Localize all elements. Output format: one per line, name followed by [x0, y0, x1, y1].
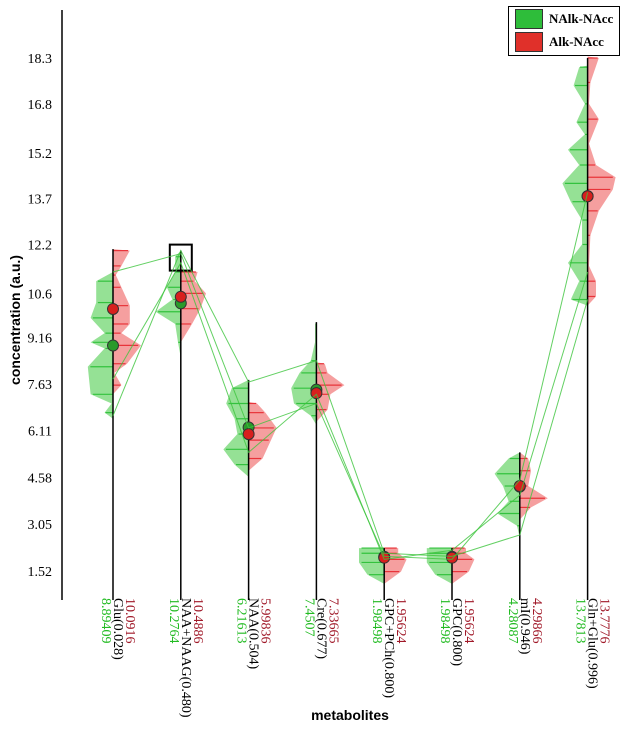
- red-mean-label: 4.29866: [529, 598, 544, 644]
- y-tick-label: 12.2: [28, 238, 53, 253]
- red-mean-marker: [107, 302, 119, 315]
- y-axis-label: concentration (a.u.): [7, 255, 23, 385]
- red-mean-label: 10.0916: [122, 598, 137, 644]
- y-tick-label: 10.6: [28, 287, 53, 302]
- sample-trajectory: [112, 249, 589, 557]
- red-mean-marker: [174, 290, 187, 303]
- red-mean-label: 1.95624: [461, 598, 476, 644]
- metabolite-label: NAA+NAAG(0.480): [178, 598, 193, 718]
- red-mean-marker: [310, 387, 323, 400]
- green-density-half: [155, 250, 181, 358]
- metabolite-label: mI(0.946): [517, 598, 532, 655]
- y-tick-label: 18.3: [28, 52, 53, 67]
- green-mean-label: 6.21613: [234, 598, 249, 644]
- green-density-half: [291, 322, 317, 425]
- red-mean-marker: [242, 428, 255, 441]
- green-mean-label: 13.7813: [573, 598, 588, 644]
- y-tick-label: 7.63: [28, 378, 53, 393]
- red-density-half: [248, 401, 277, 471]
- red-mean-label: 7.33665: [325, 598, 340, 644]
- green-mean-label: 4.28087: [505, 598, 520, 644]
- y-tick-label: 3.05: [28, 518, 53, 533]
- y-tick-label: 15.2: [28, 147, 53, 162]
- green-density-half: [223, 379, 249, 477]
- legend: NAlk-NAcc Alk-NAcc: [508, 6, 620, 56]
- red-mean-label: 10.4886: [190, 598, 205, 644]
- green-mean-label: 1.98498: [369, 598, 384, 644]
- red-density-half: [113, 249, 141, 395]
- red-density-half: [316, 362, 345, 422]
- red-mean-marker: [581, 190, 594, 203]
- y-tick-label: 16.8: [28, 98, 53, 113]
- metabolite-label: GPC+PCh(0.800): [381, 598, 396, 698]
- legend-swatch-red: [515, 31, 543, 52]
- green-mean-label: 7.4507: [301, 598, 316, 637]
- green-mean-label: 8.89409: [98, 598, 113, 644]
- metabolite-label: Gln+Glu(0.996): [585, 598, 600, 689]
- green-density-half: [562, 65, 588, 306]
- legend-item-alk: Alk-NAcc: [509, 30, 619, 53]
- green-density-half: [87, 272, 113, 419]
- legend-swatch-green: [515, 8, 543, 29]
- x-axis-label: metabolites: [311, 707, 389, 723]
- green-mean-marker: [107, 339, 119, 352]
- metabolite-label: Cre(0.677): [313, 598, 328, 659]
- red-mean-label: 1.95624: [393, 598, 408, 644]
- red-mean-label: 5.99836: [258, 598, 273, 644]
- highlight-box: [168, 243, 193, 272]
- sample-trajectory: [112, 192, 589, 560]
- metabolite-label: GPC(0.800): [449, 598, 464, 666]
- legend-label: Alk-NAcc: [549, 33, 604, 49]
- y-tick-label: 13.7: [28, 193, 53, 208]
- sample-trajectory: [112, 261, 589, 560]
- red-density-half: [519, 452, 548, 520]
- y-tick-label: 1.52: [28, 565, 53, 580]
- green-mean-label: 1.98498: [437, 598, 452, 644]
- metabolite-label: NAA(0.504): [246, 598, 261, 669]
- metabolite-label: Glu(0.028): [110, 598, 125, 660]
- red-density-half: [587, 56, 616, 306]
- y-tick-label: 4.58: [28, 471, 53, 486]
- green-mean-label: 10.2764: [166, 598, 181, 644]
- red-mean-marker: [446, 551, 458, 564]
- y-tick-label: 9.16: [28, 331, 53, 346]
- red-mean-label: 13.7776: [597, 598, 612, 644]
- legend-label: NAlk-NAcc: [549, 10, 614, 26]
- y-tick-label: 6.11: [28, 425, 52, 440]
- legend-item-nalk: NAlk-NAcc: [509, 7, 619, 30]
